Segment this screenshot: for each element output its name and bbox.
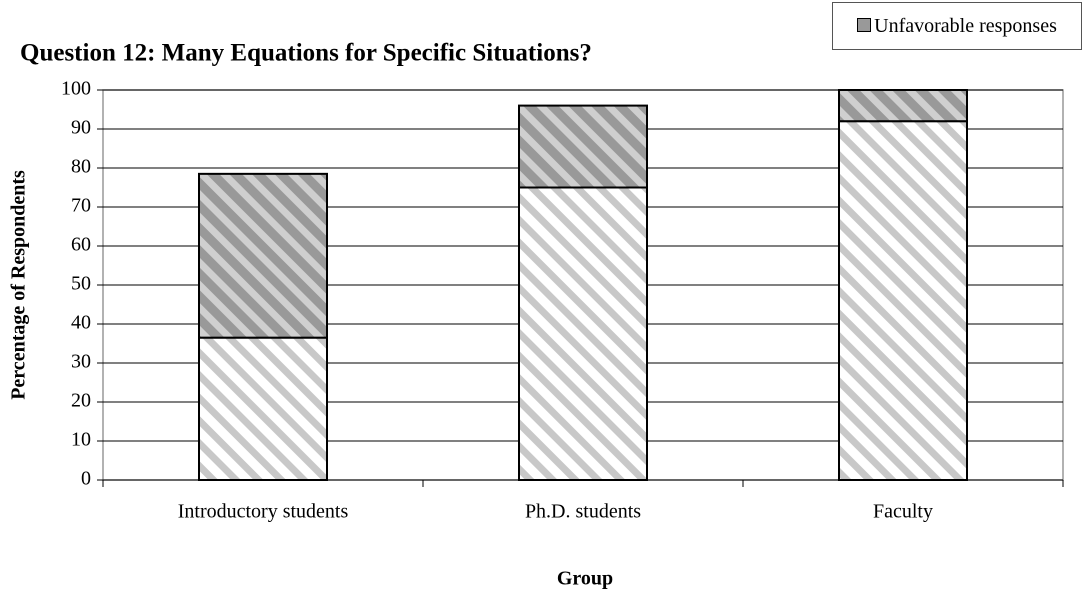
chart-title: Question 12: Many Equations for Specific… bbox=[20, 40, 592, 67]
y-tick-label: 40 bbox=[71, 312, 91, 334]
x-tick-label: Introductory students bbox=[178, 501, 349, 523]
bar-segment bbox=[838, 120, 968, 481]
legend-label: Unfavorable responses bbox=[874, 15, 1057, 37]
y-tick-label: 50 bbox=[71, 273, 91, 295]
y-tick-label: 60 bbox=[71, 234, 91, 256]
bar-segment bbox=[838, 89, 968, 123]
bar-segment bbox=[518, 186, 648, 481]
y-tick-label: 30 bbox=[71, 351, 91, 373]
bar-segment bbox=[198, 336, 328, 481]
y-axis-label: Percentage of Respondents bbox=[8, 170, 30, 400]
y-tick-label: 80 bbox=[71, 156, 91, 178]
legend-swatch bbox=[857, 18, 872, 32]
y-tick-label: 100 bbox=[61, 78, 91, 100]
x-tick-label: Ph.D. students bbox=[525, 501, 641, 523]
x-tick-label: Faculty bbox=[873, 501, 933, 523]
y-tick-label: 10 bbox=[71, 429, 91, 451]
y-tick-label: 20 bbox=[71, 390, 91, 412]
y-tick-label: 70 bbox=[71, 195, 91, 217]
y-tick-label: 0 bbox=[81, 468, 91, 490]
y-tick-label: 90 bbox=[71, 117, 91, 139]
bar-segment bbox=[198, 172, 328, 339]
bar-segment bbox=[518, 104, 648, 189]
legend: Unfavorable responses bbox=[832, 2, 1082, 50]
x-axis-label: Group bbox=[557, 568, 613, 590]
